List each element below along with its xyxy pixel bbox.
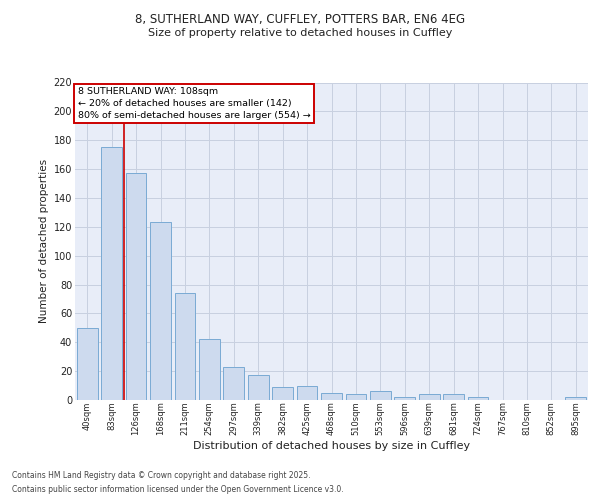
Bar (443, 394, 464, 400)
Bar (321, 393, 342, 400)
Bar (272, 387, 293, 400)
Bar (419, 394, 440, 400)
Bar (346, 394, 367, 400)
Bar (150, 222, 171, 400)
Bar (77, 328, 98, 400)
Bar (467, 397, 488, 400)
Text: Contains HM Land Registry data © Crown copyright and database right 2025.: Contains HM Land Registry data © Crown c… (12, 470, 311, 480)
Text: 8, SUTHERLAND WAY, CUFFLEY, POTTERS BAR, EN6 4EG: 8, SUTHERLAND WAY, CUFFLEY, POTTERS BAR,… (135, 12, 465, 26)
Bar (125, 174, 146, 400)
Bar (101, 148, 122, 400)
Bar (175, 293, 196, 400)
Text: Size of property relative to detached houses in Cuffley: Size of property relative to detached ho… (148, 28, 452, 38)
Bar (394, 397, 415, 400)
Text: Contains public sector information licensed under the Open Government Licence v3: Contains public sector information licen… (12, 486, 344, 494)
Bar (199, 340, 220, 400)
X-axis label: Distribution of detached houses by size in Cuffley: Distribution of detached houses by size … (193, 441, 470, 451)
Bar (248, 376, 269, 400)
Text: 8 SUTHERLAND WAY: 108sqm
← 20% of detached houses are smaller (142)
80% of semi-: 8 SUTHERLAND WAY: 108sqm ← 20% of detach… (77, 88, 310, 120)
Bar (370, 392, 391, 400)
Bar (565, 397, 586, 400)
Bar (296, 386, 317, 400)
Bar (223, 367, 244, 400)
Y-axis label: Number of detached properties: Number of detached properties (40, 159, 49, 324)
